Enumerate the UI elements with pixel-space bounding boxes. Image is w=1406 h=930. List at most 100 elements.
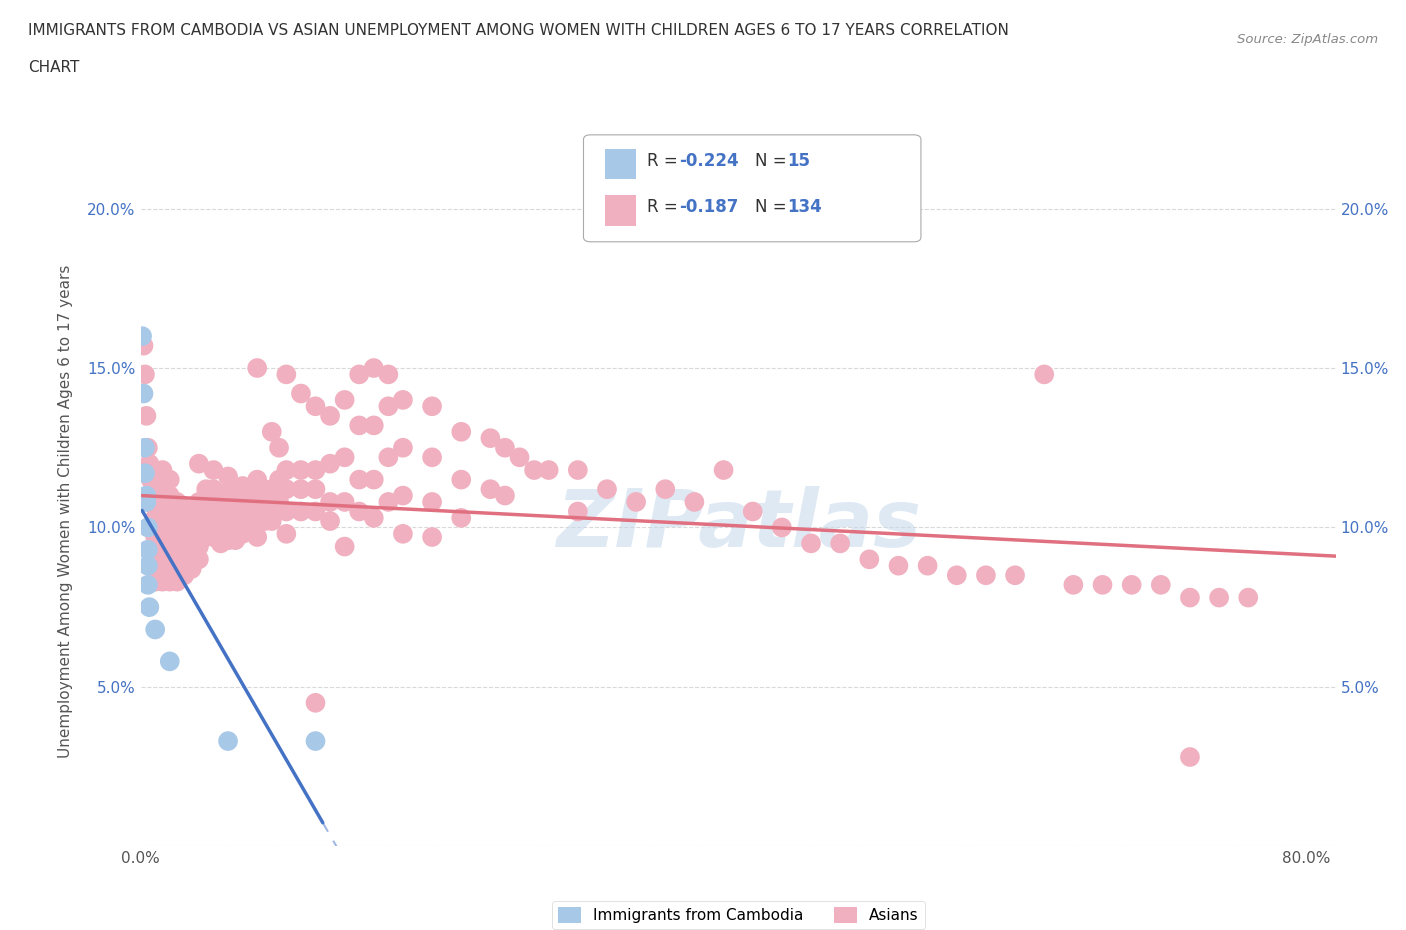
Point xyxy=(217,734,239,749)
Point xyxy=(304,482,326,497)
Text: N =: N = xyxy=(755,152,792,169)
Point xyxy=(392,440,415,455)
Point xyxy=(267,495,290,510)
Point xyxy=(290,462,312,477)
Point xyxy=(239,488,262,503)
Point xyxy=(624,495,647,510)
Point xyxy=(139,472,162,487)
Point xyxy=(132,386,155,401)
Text: ZIPatlas: ZIPatlas xyxy=(555,485,921,564)
Point xyxy=(1178,750,1201,764)
Legend: Immigrants from Cambodia, Asians: Immigrants from Cambodia, Asians xyxy=(551,901,925,929)
Point xyxy=(1150,578,1173,592)
Point xyxy=(217,533,239,548)
Point xyxy=(713,462,735,477)
Point xyxy=(209,488,232,503)
Point xyxy=(152,526,174,541)
Point xyxy=(143,562,166,577)
Point xyxy=(450,511,472,525)
Y-axis label: Unemployment Among Women with Children Ages 6 to 17 years: Unemployment Among Women with Children A… xyxy=(59,265,73,758)
Point xyxy=(217,501,239,516)
Point xyxy=(159,574,181,589)
Point xyxy=(741,504,763,519)
Point xyxy=(276,482,298,497)
Point xyxy=(377,367,399,382)
Point xyxy=(304,504,326,519)
Point xyxy=(267,472,290,487)
Point xyxy=(138,457,160,472)
Point xyxy=(159,551,181,566)
Point xyxy=(141,488,163,503)
Point xyxy=(276,504,298,519)
Point xyxy=(347,367,370,382)
Point xyxy=(260,498,283,512)
Point xyxy=(333,539,356,554)
Point xyxy=(195,529,218,544)
Point xyxy=(304,696,326,711)
Point xyxy=(173,517,195,532)
Point xyxy=(1004,568,1026,583)
Point xyxy=(202,513,225,528)
Point xyxy=(187,539,209,554)
Point xyxy=(887,558,910,573)
Point xyxy=(166,495,188,510)
Point xyxy=(246,472,269,487)
Point xyxy=(202,482,225,497)
Point xyxy=(136,520,159,535)
Point xyxy=(224,507,246,522)
Point xyxy=(333,450,356,465)
Point xyxy=(152,539,174,554)
Text: Source: ZipAtlas.com: Source: ZipAtlas.com xyxy=(1237,33,1378,46)
Point xyxy=(567,504,589,519)
Point xyxy=(392,488,415,503)
Point xyxy=(202,529,225,544)
Point xyxy=(246,361,269,376)
Point xyxy=(195,513,218,528)
Point xyxy=(253,482,276,497)
Point xyxy=(479,431,502,445)
Point xyxy=(166,574,188,589)
Point xyxy=(173,542,195,557)
Point xyxy=(420,450,443,465)
Point xyxy=(132,339,155,353)
Text: 134: 134 xyxy=(787,198,823,216)
Point xyxy=(304,734,326,749)
Point xyxy=(135,495,157,510)
Point xyxy=(152,562,174,577)
Text: -0.187: -0.187 xyxy=(679,198,738,216)
Point xyxy=(494,488,516,503)
Point xyxy=(143,520,166,535)
Point xyxy=(1121,578,1143,592)
Point xyxy=(523,462,546,477)
Point xyxy=(187,511,209,525)
Text: R =: R = xyxy=(647,198,683,216)
Point xyxy=(134,466,156,481)
Point xyxy=(347,418,370,432)
Point xyxy=(224,520,246,535)
Point xyxy=(143,529,166,544)
Point xyxy=(333,392,356,407)
Point xyxy=(152,482,174,497)
Point xyxy=(224,495,246,510)
Point xyxy=(683,495,706,510)
Point xyxy=(180,536,202,551)
Point xyxy=(159,472,181,487)
Point xyxy=(450,472,472,487)
Point xyxy=(159,517,181,532)
Point xyxy=(246,495,269,510)
Point xyxy=(217,469,239,484)
Point xyxy=(135,488,157,503)
Point xyxy=(567,462,589,477)
Point xyxy=(347,472,370,487)
Point xyxy=(136,578,159,592)
Point xyxy=(253,498,276,512)
Point xyxy=(363,361,385,376)
Point xyxy=(209,520,232,535)
Point xyxy=(276,462,298,477)
Point xyxy=(596,482,619,497)
Point xyxy=(770,520,793,535)
Point xyxy=(180,507,202,522)
Text: R =: R = xyxy=(647,152,683,169)
Point xyxy=(363,472,385,487)
Point xyxy=(319,513,342,528)
